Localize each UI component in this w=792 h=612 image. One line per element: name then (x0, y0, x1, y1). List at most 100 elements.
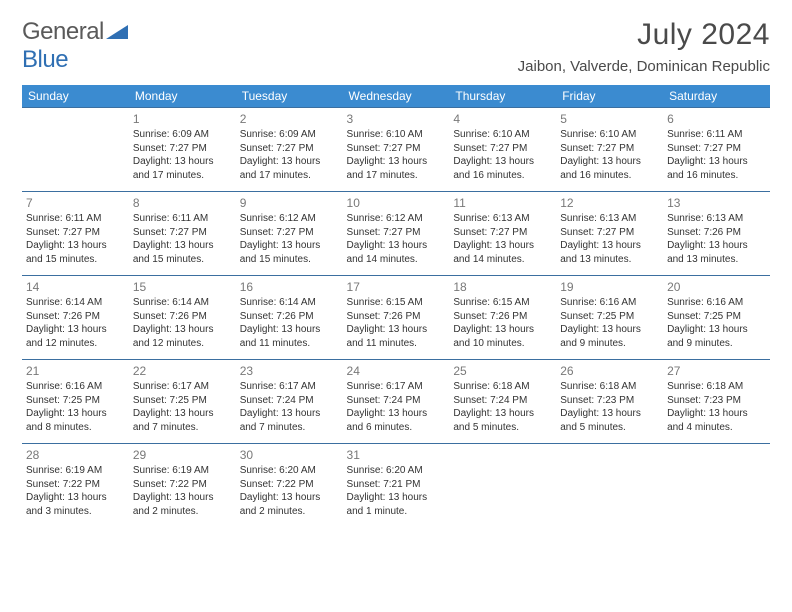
calendar-cell: 14Sunrise: 6:14 AMSunset: 7:26 PMDayligh… (22, 276, 129, 360)
day-number: 5 (560, 111, 659, 127)
day-number: 10 (347, 195, 446, 211)
sunset-line: Sunset: 7:22 PM (240, 478, 339, 492)
sunrise-line: Sunrise: 6:16 AM (560, 296, 659, 310)
sunrise-line: Sunrise: 6:14 AM (133, 296, 232, 310)
sunset-line: Sunset: 7:26 PM (240, 310, 339, 324)
sunrise-line: Sunrise: 6:20 AM (347, 464, 446, 478)
calendar-cell: 5Sunrise: 6:10 AMSunset: 7:27 PMDaylight… (556, 108, 663, 192)
daylight-line: Daylight: 13 hours and 15 minutes. (240, 239, 339, 266)
calendar-week-row: 7Sunrise: 6:11 AMSunset: 7:27 PMDaylight… (22, 192, 770, 276)
sunrise-line: Sunrise: 6:19 AM (133, 464, 232, 478)
sunset-line: Sunset: 7:27 PM (347, 142, 446, 156)
calendar-cell: 13Sunrise: 6:13 AMSunset: 7:26 PMDayligh… (663, 192, 770, 276)
calendar-cell: 24Sunrise: 6:17 AMSunset: 7:24 PMDayligh… (343, 360, 450, 444)
logo-word1: General (22, 18, 104, 45)
calendar-header-row: SundayMondayTuesdayWednesdayThursdayFrid… (22, 85, 770, 108)
calendar-week-row: 28Sunrise: 6:19 AMSunset: 7:22 PMDayligh… (22, 444, 770, 528)
sunset-line: Sunset: 7:22 PM (133, 478, 232, 492)
day-number: 20 (667, 279, 766, 295)
calendar-cell: 17Sunrise: 6:15 AMSunset: 7:26 PMDayligh… (343, 276, 450, 360)
sunset-line: Sunset: 7:26 PM (26, 310, 125, 324)
calendar-cell: 16Sunrise: 6:14 AMSunset: 7:26 PMDayligh… (236, 276, 343, 360)
sunrise-line: Sunrise: 6:15 AM (347, 296, 446, 310)
sunrise-line: Sunrise: 6:12 AM (347, 212, 446, 226)
day-number: 29 (133, 447, 232, 463)
sunset-line: Sunset: 7:21 PM (347, 478, 446, 492)
sunset-line: Sunset: 7:24 PM (240, 394, 339, 408)
sunrise-line: Sunrise: 6:10 AM (453, 128, 552, 142)
day-number: 4 (453, 111, 552, 127)
sunrise-line: Sunrise: 6:19 AM (26, 464, 125, 478)
sunset-line: Sunset: 7:27 PM (667, 142, 766, 156)
daylight-line: Daylight: 13 hours and 9 minutes. (667, 323, 766, 350)
day-header: Wednesday (343, 85, 450, 108)
day-number: 14 (26, 279, 125, 295)
daylight-line: Daylight: 13 hours and 5 minutes. (453, 407, 552, 434)
calendar-cell (449, 444, 556, 528)
day-header: Saturday (663, 85, 770, 108)
day-number: 24 (347, 363, 446, 379)
sunrise-line: Sunrise: 6:10 AM (347, 128, 446, 142)
sunrise-line: Sunrise: 6:20 AM (240, 464, 339, 478)
sunset-line: Sunset: 7:24 PM (453, 394, 552, 408)
sunrise-line: Sunrise: 6:09 AM (240, 128, 339, 142)
calendar-cell: 29Sunrise: 6:19 AMSunset: 7:22 PMDayligh… (129, 444, 236, 528)
calendar-cell: 28Sunrise: 6:19 AMSunset: 7:22 PMDayligh… (22, 444, 129, 528)
daylight-line: Daylight: 13 hours and 10 minutes. (453, 323, 552, 350)
calendar-cell: 6Sunrise: 6:11 AMSunset: 7:27 PMDaylight… (663, 108, 770, 192)
sunset-line: Sunset: 7:25 PM (667, 310, 766, 324)
sunset-line: Sunset: 7:25 PM (560, 310, 659, 324)
sunset-line: Sunset: 7:27 PM (133, 226, 232, 240)
calendar-cell: 21Sunrise: 6:16 AMSunset: 7:25 PMDayligh… (22, 360, 129, 444)
daylight-line: Daylight: 13 hours and 13 minutes. (560, 239, 659, 266)
daylight-line: Daylight: 13 hours and 16 minutes. (560, 155, 659, 182)
sunrise-line: Sunrise: 6:13 AM (560, 212, 659, 226)
day-header: Monday (129, 85, 236, 108)
day-number: 23 (240, 363, 339, 379)
daylight-line: Daylight: 13 hours and 4 minutes. (667, 407, 766, 434)
daylight-line: Daylight: 13 hours and 3 minutes. (26, 491, 125, 518)
sunrise-line: Sunrise: 6:14 AM (240, 296, 339, 310)
calendar-cell: 8Sunrise: 6:11 AMSunset: 7:27 PMDaylight… (129, 192, 236, 276)
sunrise-line: Sunrise: 6:16 AM (26, 380, 125, 394)
sunset-line: Sunset: 7:27 PM (453, 226, 552, 240)
calendar-body: 1Sunrise: 6:09 AMSunset: 7:27 PMDaylight… (22, 108, 770, 528)
sunset-line: Sunset: 7:23 PM (667, 394, 766, 408)
day-number: 3 (347, 111, 446, 127)
day-number: 2 (240, 111, 339, 127)
day-number: 30 (240, 447, 339, 463)
sunset-line: Sunset: 7:26 PM (667, 226, 766, 240)
sunrise-line: Sunrise: 6:13 AM (453, 212, 552, 226)
calendar-cell: 20Sunrise: 6:16 AMSunset: 7:25 PMDayligh… (663, 276, 770, 360)
day-number: 8 (133, 195, 232, 211)
daylight-line: Daylight: 13 hours and 15 minutes. (133, 239, 232, 266)
day-number: 31 (347, 447, 446, 463)
sunset-line: Sunset: 7:27 PM (240, 226, 339, 240)
sunset-line: Sunset: 7:26 PM (347, 310, 446, 324)
calendar-cell: 27Sunrise: 6:18 AMSunset: 7:23 PMDayligh… (663, 360, 770, 444)
sunrise-line: Sunrise: 6:18 AM (453, 380, 552, 394)
sunset-line: Sunset: 7:24 PM (347, 394, 446, 408)
day-number: 27 (667, 363, 766, 379)
daylight-line: Daylight: 13 hours and 5 minutes. (560, 407, 659, 434)
day-number: 7 (26, 195, 125, 211)
calendar-cell: 3Sunrise: 6:10 AMSunset: 7:27 PMDaylight… (343, 108, 450, 192)
calendar-cell: 23Sunrise: 6:17 AMSunset: 7:24 PMDayligh… (236, 360, 343, 444)
calendar-cell: 26Sunrise: 6:18 AMSunset: 7:23 PMDayligh… (556, 360, 663, 444)
day-number: 25 (453, 363, 552, 379)
daylight-line: Daylight: 13 hours and 1 minute. (347, 491, 446, 518)
daylight-line: Daylight: 13 hours and 17 minutes. (347, 155, 446, 182)
daylight-line: Daylight: 13 hours and 13 minutes. (667, 239, 766, 266)
daylight-line: Daylight: 13 hours and 14 minutes. (453, 239, 552, 266)
daylight-line: Daylight: 13 hours and 9 minutes. (560, 323, 659, 350)
logo-triangle-icon (106, 18, 128, 46)
sunset-line: Sunset: 7:27 PM (560, 142, 659, 156)
calendar-cell: 1Sunrise: 6:09 AMSunset: 7:27 PMDaylight… (129, 108, 236, 192)
day-header: Thursday (449, 85, 556, 108)
day-number: 28 (26, 447, 125, 463)
sunset-line: Sunset: 7:23 PM (560, 394, 659, 408)
daylight-line: Daylight: 13 hours and 14 minutes. (347, 239, 446, 266)
calendar-week-row: 14Sunrise: 6:14 AMSunset: 7:26 PMDayligh… (22, 276, 770, 360)
daylight-line: Daylight: 13 hours and 2 minutes. (240, 491, 339, 518)
daylight-line: Daylight: 13 hours and 17 minutes. (133, 155, 232, 182)
